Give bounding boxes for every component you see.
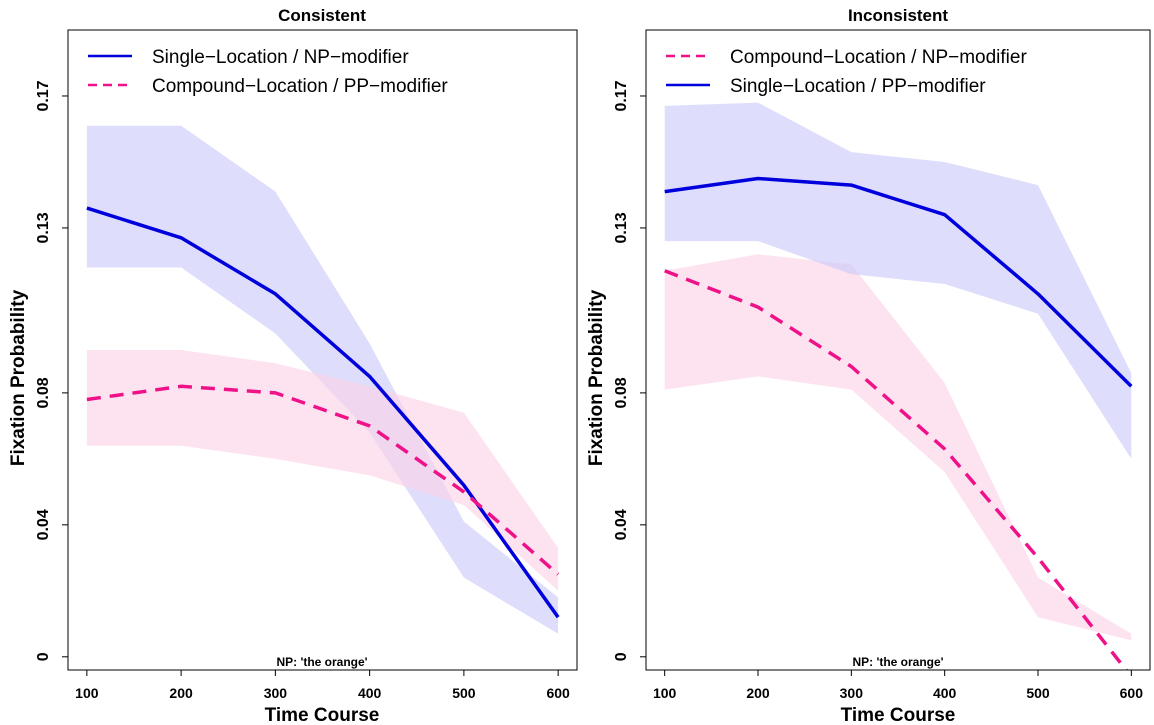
x-tick-label: 500 — [452, 685, 476, 701]
chart-panel-2: Inconsistent 100 200 300 400 500 600 Time Cours… — [586, 6, 1151, 725]
x-tick-label: 300 — [840, 685, 864, 701]
y-axis-title: Fixation Probability — [8, 289, 29, 466]
y-axis-title: Fixation Probability — [586, 289, 607, 466]
x-tick-label: 100 — [75, 685, 99, 701]
x-tick-label: 600 — [546, 685, 570, 701]
y-tick-label: 0 — [613, 652, 630, 661]
series-line-2 — [664, 176, 1133, 388]
confidence-band — [86, 350, 559, 591]
x-tick-label: 400 — [358, 685, 382, 701]
legend-label-2: Single−Location / PP−modifier — [730, 76, 986, 97]
confidence-band — [664, 102, 1132, 459]
x-axis-title: Time Course — [841, 705, 956, 725]
legend-label-2: Compound−Location / PP−modifier — [152, 76, 448, 97]
np-annotation: NP: 'the orange' — [852, 655, 943, 669]
x-axis-title: Time Course — [265, 705, 380, 725]
y-tick-label: 0.04 — [35, 509, 52, 540]
np-annotation: NP: 'the orange' — [276, 655, 367, 669]
y-tick-label: 0.04 — [613, 509, 630, 540]
x-tick-label: 500 — [1026, 685, 1050, 701]
plot-area — [86, 125, 560, 634]
legend: Compound−Location / NP−modifier Single−Lo… — [666, 47, 1027, 97]
x-tick-label: 200 — [746, 685, 770, 701]
y-tick-label: 0.08 — [613, 377, 630, 408]
y-tick-label: 0.17 — [35, 80, 52, 111]
legend-label-1: Single−Location / NP−modifier — [152, 47, 409, 68]
x-tick-label: 400 — [933, 685, 957, 701]
y-tick-label: 0 — [35, 652, 52, 661]
y-tick-label: 0.08 — [35, 377, 52, 408]
plot-border — [67, 29, 578, 671]
series-line-2 — [86, 384, 560, 576]
panel-title: Inconsistent — [848, 6, 948, 25]
x-tick-label: 600 — [1120, 685, 1144, 701]
plot-area — [664, 102, 1133, 670]
x-tick-label: 200 — [169, 685, 193, 701]
x-tick-label: 300 — [264, 685, 288, 701]
confidence-band — [664, 254, 1132, 641]
legend-label-1: Compound−Location / NP−modifier — [730, 47, 1027, 68]
plot-border — [645, 29, 1151, 671]
y-tick-label: 0.17 — [613, 80, 630, 111]
y-tick-label: 0.13 — [35, 212, 52, 243]
x-tick-label: 100 — [653, 685, 677, 701]
y-tick-label: 0.13 — [613, 212, 630, 243]
chart-panel-1: Consistent 100 200 300 400 500 600 Time Course 0… — [8, 6, 578, 725]
panel-title: Consistent — [278, 6, 366, 25]
legend: Single−Location / NP−modifier Compound−Lo… — [88, 47, 448, 97]
